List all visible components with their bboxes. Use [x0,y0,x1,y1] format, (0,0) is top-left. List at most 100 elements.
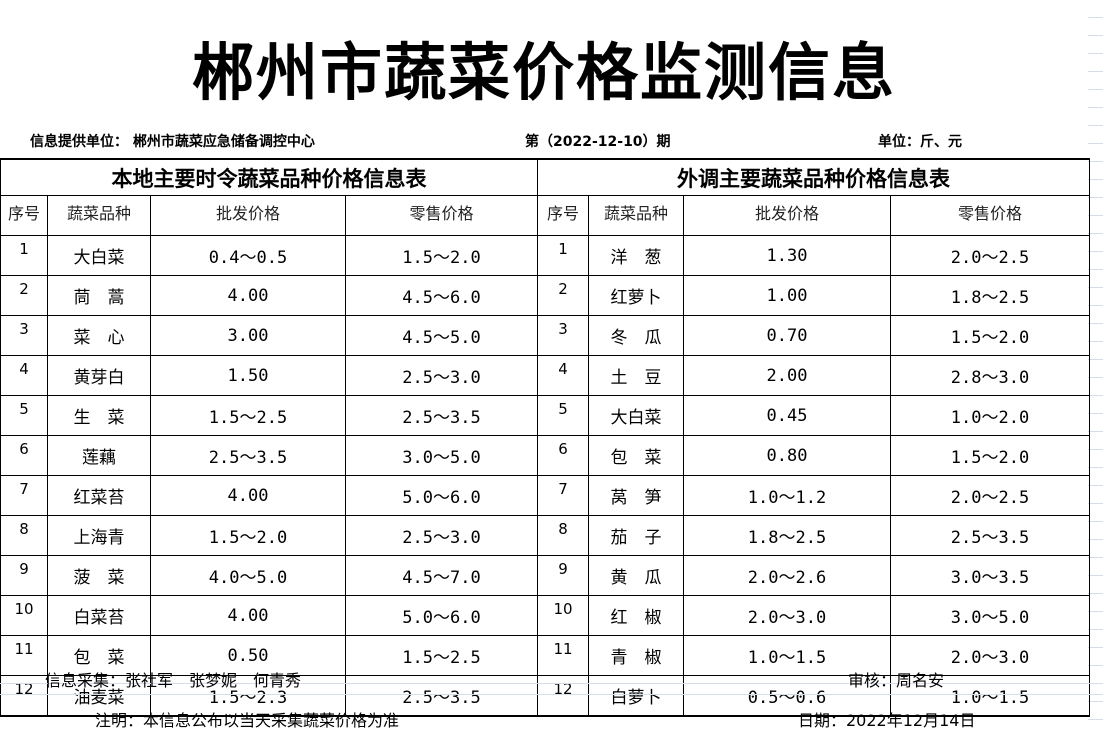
external-cell: 冬 瓜 [588,315,684,356]
local-cell: 10 [0,595,48,636]
local-cell: 莲藕 [47,435,151,476]
external-cell: 大白菜 [588,395,684,436]
local-cell: 大白菜 [47,235,151,276]
local-cell: 1 [0,235,48,276]
local-cell: 黄芽白 [47,355,151,396]
local-cell: 4 [0,355,48,396]
local-cell: 1.50 [150,355,346,396]
local-header-cell: 序号 [0,195,48,236]
external-cell: 青 椒 [588,635,684,676]
external-cell: 7 [537,475,589,516]
external-cell: 11 [537,635,589,676]
external-cell: 0.45 [683,395,891,436]
external-cell: 1.0～1.5 [890,675,1090,717]
external-cell: 1.5～2.0 [890,315,1090,356]
external-header-cell: 零售价格 [890,195,1090,236]
table-row: 8 上海青 1.5～2.0 2.5～3.0 8 茄 子 1.8～2.5 2.5～3.5 [0,515,1090,556]
external-cell: 1.30 [683,235,891,276]
external-cell: 3.0～5.0 [890,595,1090,636]
external-cell: 黄 瓜 [588,555,684,596]
table-row: 4 黄芽白 1.50 2.5～3.0 4 土 豆 2.00 2.8～3.0 [0,355,1090,396]
external-cell: 1.0～2.0 [890,395,1090,436]
external-cell: 2.00 [683,355,891,396]
price-table: 本地主要时令蔬菜品种价格信息表 外调主要蔬菜品种价格信息表 序号 蔬菜品种 批发价格零… [0,158,1090,717]
local-cell: 4.00 [150,595,346,636]
external-cell: 2.0～2.6 [683,555,891,596]
local-cell: 茼 蒿 [47,275,151,316]
external-cell: 5 [537,395,589,436]
local-cell: 菠 菜 [47,555,151,596]
period: 第（2022-12-10）期 [525,134,671,150]
table-row: 11 包 菜 0.50 1.5～2.5 11 青 椒 1.0～1.5 2.0～3.0 [0,635,1090,676]
local-cell: 11 [0,635,48,676]
external-cell: 6 [537,435,589,476]
local-cell: 菜 心 [47,315,151,356]
external-cell: 2.8～3.0 [890,355,1090,396]
external-cell: 1 [537,235,589,276]
local-cell: 4.5～5.0 [345,315,538,356]
external-cell: 8 [537,515,589,556]
local-cell: 红菜苔 [47,475,151,516]
local-cell: 4.0～5.0 [150,555,346,596]
external-cell: 9 [537,555,589,596]
external-cell: 0.80 [683,435,891,476]
page-title: 郴州市蔬菜价格监测信息 [191,36,896,109]
external-cell: 土 豆 [588,355,684,396]
local-cell: 4.5～6.0 [345,275,538,316]
external-cell: 4 [537,355,589,396]
external-cell: 茄 子 [588,515,684,556]
local-cell: 白菜苔 [47,595,151,636]
date: 日期：2022年12月14日 [798,711,976,730]
local-cell: 7 [0,475,48,516]
external-cell: 2.0～2.5 [890,235,1090,276]
collectors: 信息采集：张社军 张梦妮 何青秀 [45,671,302,690]
local-cell: 3.00 [150,315,346,356]
external-header-cell: 序号 [537,195,589,236]
table-row: 6 莲藕 2.5～3.5 3.0～5.0 6 包 菜 0.80 1.5～2.0 [0,435,1090,476]
external-cell: 2.0～3.0 [890,635,1090,676]
local-table-title: 本地主要时令蔬菜品种价格信息表 [0,158,538,196]
external-cell: 1.00 [683,275,891,316]
local-cell: 2.5～3.5 [150,435,346,476]
external-cell: 1.5～2.0 [890,435,1090,476]
local-cell: 1.5～2.5 [150,395,346,436]
sheet-grid [1088,0,1103,737]
local-cell: 2 [0,275,48,316]
local-cell: 2.5～3.0 [345,515,538,556]
external-cell: 白萝卜 [588,675,684,717]
provider: 信息提供单位： 郴州市蔬菜应急储备调控中心 [30,134,315,150]
table-row: 7 红菜苔 4.00 5.0～6.0 7 莴 笋 1.0～1.2 2.0～2.5 [0,475,1090,516]
external-cell: 2 [537,275,589,316]
external-cell: 红萝卜 [588,275,684,316]
external-table-title: 外调主要蔬菜品种价格信息表 [537,158,1090,196]
local-header-cell: 零售价格 [345,195,538,236]
external-header-cell: 批发价格 [683,195,891,236]
external-cell: 包 菜 [588,435,684,476]
external-cell: 0.70 [683,315,891,356]
local-cell: 生 菜 [47,395,151,436]
local-cell: 5.0～6.0 [345,595,538,636]
external-header-cell: 蔬菜品种 [588,195,684,236]
external-cell: 洋 葱 [588,235,684,276]
external-cell: 1.8～2.5 [890,275,1090,316]
local-cell: 1.5～2.5 [345,635,538,676]
external-cell: 2.0～3.0 [683,595,891,636]
external-cell: 0.5～0.6 [683,675,891,717]
external-cell: 12 [537,675,589,717]
external-cell: 3.0～3.5 [890,555,1090,596]
local-cell: 包 菜 [47,635,151,676]
local-cell: 2.5～3.5 [345,675,538,717]
local-cell: 3 [0,315,48,356]
local-cell: 2.5～3.5 [345,395,538,436]
external-cell: 10 [537,595,589,636]
local-cell: 4.5～7.0 [345,555,538,596]
local-cell: 油麦菜 [47,675,151,717]
local-cell: 1.5～2.3 [150,675,346,717]
external-cell: 3 [537,315,589,356]
local-cell: 0.4～0.5 [150,235,346,276]
local-cell: 3.0～5.0 [345,435,538,476]
local-cell: 上海青 [47,515,151,556]
